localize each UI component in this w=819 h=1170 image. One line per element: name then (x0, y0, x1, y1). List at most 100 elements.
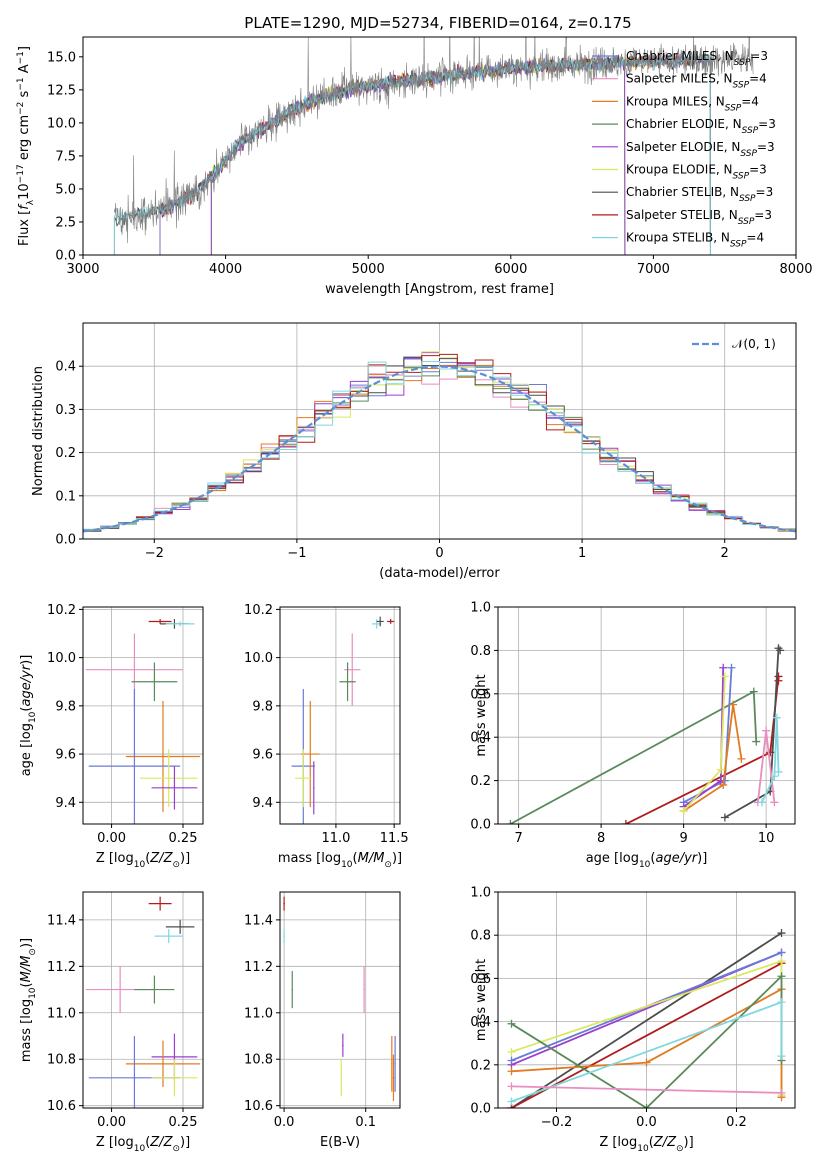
legend-n-eq: = (749, 163, 759, 177)
data-point (167, 935, 170, 937)
legend-sps-name: Salpeter ELODIE (626, 140, 724, 154)
data-point (133, 1077, 136, 1079)
y-axis-label-part: )] (19, 655, 34, 665)
legend-n-value: 3 (764, 208, 772, 222)
data-point (179, 623, 181, 625)
weight-marker (727, 663, 736, 672)
figure-title: PLATE=1290, MJD=52734, FIBERID=0164, z=0… (244, 14, 631, 32)
x-axis-label-part: )] (684, 1135, 694, 1150)
data-point (162, 1063, 164, 1065)
y-axis-label: mass weight (474, 674, 489, 756)
data-point (389, 620, 392, 623)
weight-marker (772, 713, 781, 722)
legend-sps-name: Kroupa ELODIE (626, 163, 716, 177)
x-axis-label-part: ( (649, 1135, 654, 1150)
legend-n-eq: = (741, 94, 751, 108)
x-axis-label-part: Z/Z (149, 851, 173, 866)
plot-area (83, 351, 796, 539)
weight-marker (719, 663, 728, 672)
weight-marker (776, 646, 785, 655)
y-tick-label: 9.4 (55, 796, 76, 811)
x-axis-label-part: 10 (134, 1144, 146, 1154)
weight-line (511, 962, 782, 1108)
y-axis-label-part: age [log (19, 723, 34, 776)
x-axis-label-part: age [log (586, 851, 639, 866)
weight-marker (642, 1058, 651, 1067)
weight-marker (770, 772, 779, 781)
y-tick-label: 10.6 (244, 1099, 273, 1114)
weight-marker (749, 687, 758, 696)
data-point (391, 1063, 393, 1065)
legend-n-prefix: , N (716, 163, 733, 177)
legend-entry: Chabrier MILES, NSSP=3 (626, 49, 768, 68)
plot-area (283, 896, 396, 1102)
weight-marker (737, 754, 746, 763)
weight-marker (752, 737, 761, 746)
legend-n-value: 3 (768, 117, 776, 131)
x-tick-label: 0.2 (726, 1115, 747, 1130)
weight-line (511, 932, 782, 1108)
data-point (173, 787, 176, 789)
y-axis-label-part: age/yr (19, 663, 34, 706)
legend-n-prefix: , N (725, 117, 742, 131)
x-axis-label-part: )] (180, 1135, 190, 1150)
legend-entry: Salpeter MILES, NSSP=4 (626, 72, 767, 91)
y-axis-label-part: 10 (17, 183, 32, 200)
y-axis-label-part: −1 (16, 51, 26, 64)
legend-sps-name: Salpeter STELIB (626, 208, 721, 222)
x-axis-label: Z [log10(Z/Z⊙)] (96, 1135, 190, 1154)
legend-n-eq: = (746, 231, 756, 245)
legend-sps-name: Chabrier MILES (626, 49, 717, 63)
data-point (363, 988, 365, 991)
legend-n-eq: = (758, 117, 768, 131)
data-point (162, 755, 164, 758)
x-axis-label: Z [log10(Z/Z⊙)] (96, 851, 190, 870)
y-axis-label-part: ] (17, 46, 32, 51)
legend-n-sub: SSP (733, 81, 750, 91)
data-point (346, 680, 349, 683)
legend-entry: Chabrier ELODIE, NSSP=3 (626, 117, 776, 136)
data-point (312, 787, 315, 789)
x-axis-label-part: 10 (637, 1144, 649, 1154)
legend-sps-name: Chabrier ELODIE (626, 117, 725, 131)
y-tick-label: 2.5 (55, 215, 76, 230)
plot-area (507, 929, 786, 1108)
observed-spectrum-line (114, 37, 754, 244)
weight-marker (729, 700, 738, 709)
weight-marker (507, 1047, 516, 1056)
age-vs-z-panel: 0.00 0.259.49.69.810.010.2Z [log10(Z/Z⊙)]… (19, 603, 204, 870)
x-tick-label: 3000 (66, 262, 99, 277)
x-axis-label-part: ⊙ (676, 1144, 684, 1154)
y-tick-label: 0.4 (55, 360, 76, 375)
y-axis-label-part: ( (19, 982, 34, 987)
data-point (153, 680, 156, 683)
y-axis-label-part: M/M (19, 956, 34, 983)
weight-marker (777, 972, 786, 981)
weight-line (761, 717, 780, 803)
x-axis-label-part: ⊙ (172, 860, 180, 870)
axes-frame (82, 36, 797, 256)
y-axis-label-part: ⊙ (28, 948, 38, 956)
legend-n-eq: = (754, 208, 764, 222)
x-axis-label-part: M/M (358, 851, 385, 866)
x-tick-label: 1 (578, 546, 586, 561)
residuals-panel: −2 −1 0 1 2 0.0 0.1 0.2 0.3 0.4 (data-model)/error… (31, 322, 797, 581)
x-axis-label-part: Z [log (96, 851, 134, 866)
y-tick-label: 10.2 (244, 603, 273, 618)
data-point (309, 753, 312, 755)
weight-line (683, 704, 743, 812)
x-tick-label: 11.0 (321, 831, 350, 846)
weight-marker (762, 726, 771, 735)
legend-entry: 𝒩(0, 1) (732, 337, 776, 351)
spectrum-panel: 3000 4000 5000 6000 7000 8000 0.0 2.5 5.0 7.5 10.0… (16, 36, 813, 297)
x-tick-label: −0.2 (541, 1115, 573, 1130)
axes-frame (82, 606, 204, 825)
data-point (153, 988, 156, 991)
weight-marker (777, 929, 786, 938)
x-axis-label-part: Z [log (96, 1135, 134, 1150)
x-tick-label: 0.25 (169, 831, 198, 846)
model-spectrum-line (210, 55, 626, 255)
weight-marker (777, 948, 786, 957)
x-axis-label: age [log10(age/yr)] (586, 851, 708, 870)
legend-entry: Salpeter ELODIE, NSSP=3 (626, 140, 775, 159)
